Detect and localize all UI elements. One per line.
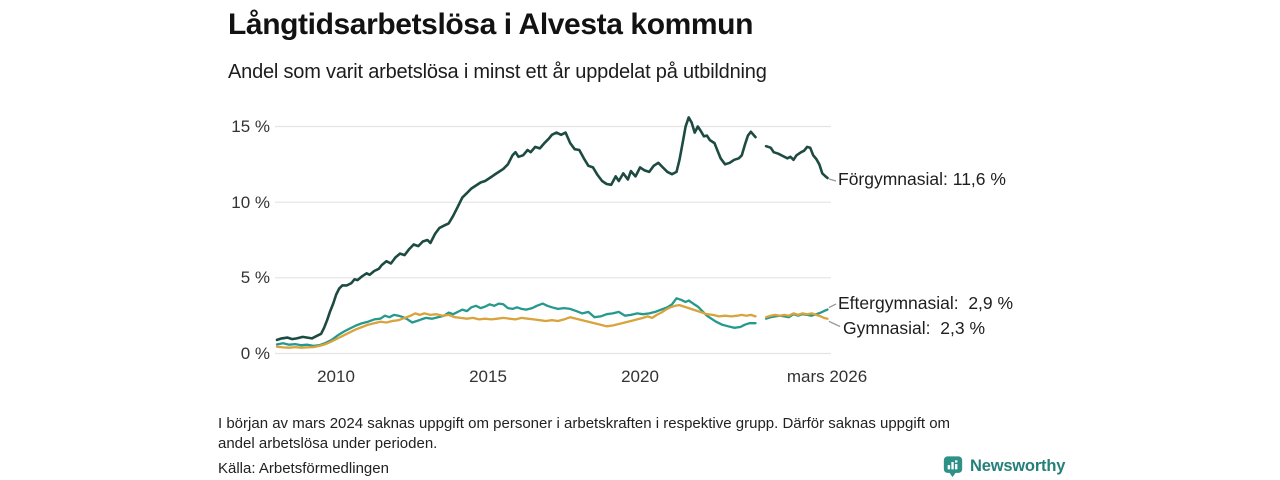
page-title: Långtidsarbetslösa i Alvesta kommun (228, 8, 754, 41)
y-axis-tick-5: 5 % (240, 268, 270, 287)
page-subtitle: Andel som varit arbetslösa i minst ett å… (228, 61, 767, 83)
newsworthy-branding: Newsworthy (942, 455, 1065, 478)
footnote: I början av mars 2024 saknas uppgift om … (218, 414, 1056, 453)
series-end-label-forgymnasial: Förgymnasial: 11,6 % (838, 169, 1006, 189)
x-axis-tick-2020: 2020 (621, 367, 659, 386)
y-axis-tick-0: 0 % (240, 344, 270, 363)
x-axis-tick-2015: 2015 (469, 367, 507, 386)
newsworthy-logo-text: Newsworthy (970, 457, 1066, 475)
x-axis-tick-2010: 2010 (317, 367, 355, 386)
series-end-label-eftergymnasial: Eftergymnasial: 2,9 % (838, 293, 1014, 313)
series-end-label-gymnasial: Gymnasial: 2,3 % (843, 318, 985, 338)
footnote-line-1: I början av mars 2024 saknas uppgift om … (218, 415, 951, 432)
footnote-line-2: andel arbetslösa under perioden. (218, 434, 438, 452)
y-axis-tick-15: 15 % (231, 117, 270, 136)
newsworthy-speech-bubble-bar-chart-icon (943, 456, 963, 477)
source-note: Källa: Arbetsförmedlingen (218, 460, 389, 477)
y-axis-tick-10: 10 % (231, 193, 270, 212)
x-axis-tick-mars-2026: mars 2026 (786, 367, 868, 386)
